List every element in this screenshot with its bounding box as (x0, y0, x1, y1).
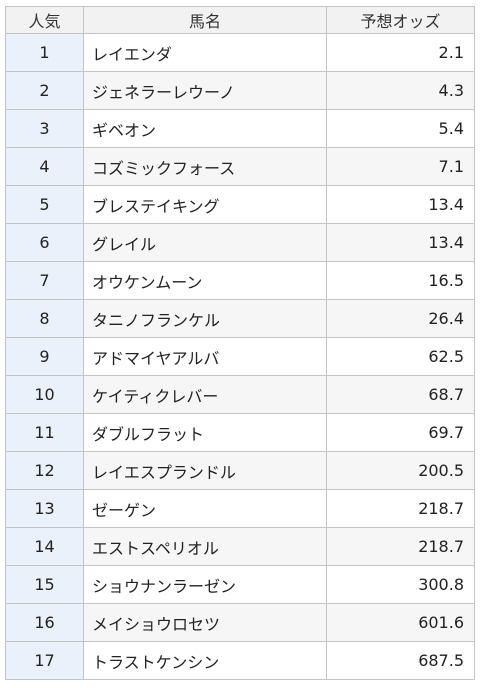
table-row: 3 ギベオン 5.4 (5, 109, 475, 148)
rank-cell: 10 (5, 375, 84, 414)
odds-cell: 69.7 (326, 413, 475, 452)
table-row: 11 ダブルフラット 69.7 (5, 413, 475, 452)
rank-cell: 2 (5, 71, 84, 110)
rank-cell: 14 (5, 527, 84, 566)
odds-cell: 26.4 (326, 299, 475, 338)
horse-name-cell: レイエンダ (83, 33, 327, 72)
rank-cell: 3 (5, 109, 84, 148)
odds-cell: 13.4 (326, 223, 475, 262)
rank-cell: 12 (5, 451, 84, 490)
odds-cell: 7.1 (326, 147, 475, 186)
odds-cell: 13.4 (326, 185, 475, 224)
table-row: 15 ショウナンラーゼン 300.8 (5, 565, 475, 604)
odds-cell: 5.4 (326, 109, 475, 148)
rank-cell: 6 (5, 223, 84, 262)
table-row: 13 ゼーゲン 218.7 (5, 489, 475, 528)
odds-cell: 300.8 (326, 565, 475, 604)
table-row: 12 レイエスプランドル 200.5 (5, 451, 475, 490)
horse-name-cell: トラストケンシン (83, 641, 327, 680)
odds-cell: 2.1 (326, 33, 475, 72)
table-row: 2 ジェネラーレウーノ 4.3 (5, 71, 475, 110)
horse-name-cell: タニノフランケル (83, 299, 327, 338)
rank-cell: 8 (5, 299, 84, 338)
table-row: 17 トラストケンシン 687.5 (5, 641, 475, 680)
horse-name-cell: ジェネラーレウーノ (83, 71, 327, 110)
table-row: 10 ケイティクレバー 68.7 (5, 375, 475, 414)
horse-name-cell: ブレステイキング (83, 185, 327, 224)
odds-cell: 218.7 (326, 489, 475, 528)
odds-cell: 200.5 (326, 451, 475, 490)
horse-name-cell: ダブルフラット (83, 413, 327, 452)
table-row: 1 レイエンダ 2.1 (5, 33, 475, 72)
table-row: 7 オウケンムーン 16.5 (5, 261, 475, 300)
horse-name-cell: ギベオン (83, 109, 327, 148)
odds-cell: 601.6 (326, 603, 475, 642)
odds-cell: 218.7 (326, 527, 475, 566)
header-horse-name: 馬名 (83, 6, 327, 34)
table-body: 1 レイエンダ 2.1 2 ジェネラーレウーノ 4.3 3 ギベオン 5.4 4… (5, 33, 475, 680)
rank-cell: 11 (5, 413, 84, 452)
rank-cell: 7 (5, 261, 84, 300)
horse-name-cell: コズミックフォース (83, 147, 327, 186)
table-row: 8 タニノフランケル 26.4 (5, 299, 475, 338)
horse-name-cell: エストスペリオル (83, 527, 327, 566)
table-row: 16 メイショウロセツ 601.6 (5, 603, 475, 642)
odds-table: 人気 馬名 予想オッズ 1 レイエンダ 2.1 2 ジェネラーレウーノ 4.3 … (5, 6, 475, 680)
rank-cell: 17 (5, 641, 84, 680)
odds-cell: 62.5 (326, 337, 475, 376)
rank-cell: 15 (5, 565, 84, 604)
table-row: 4 コズミックフォース 7.1 (5, 147, 475, 186)
header-rank: 人気 (5, 6, 84, 34)
horse-name-cell: ゼーゲン (83, 489, 327, 528)
horse-name-cell: アドマイヤアルバ (83, 337, 327, 376)
odds-cell: 687.5 (326, 641, 475, 680)
horse-name-cell: ショウナンラーゼン (83, 565, 327, 604)
table-row: 9 アドマイヤアルバ 62.5 (5, 337, 475, 376)
rank-cell: 4 (5, 147, 84, 186)
horse-name-cell: メイショウロセツ (83, 603, 327, 642)
rank-cell: 16 (5, 603, 84, 642)
odds-cell: 68.7 (326, 375, 475, 414)
table-row: 5 ブレステイキング 13.4 (5, 185, 475, 224)
table-row: 6 グレイル 13.4 (5, 223, 475, 262)
horse-name-cell: オウケンムーン (83, 261, 327, 300)
table-header-row: 人気 馬名 予想オッズ (5, 6, 475, 34)
odds-cell: 4.3 (326, 71, 475, 110)
rank-cell: 13 (5, 489, 84, 528)
horse-name-cell: グレイル (83, 223, 327, 262)
table-row: 14 エストスペリオル 218.7 (5, 527, 475, 566)
rank-cell: 1 (5, 33, 84, 72)
table-header: 人気 馬名 予想オッズ (5, 6, 475, 34)
header-odds: 予想オッズ (326, 6, 475, 34)
horse-name-cell: ケイティクレバー (83, 375, 327, 414)
rank-cell: 9 (5, 337, 84, 376)
rank-cell: 5 (5, 185, 84, 224)
odds-cell: 16.5 (326, 261, 475, 300)
horse-name-cell: レイエスプランドル (83, 451, 327, 490)
